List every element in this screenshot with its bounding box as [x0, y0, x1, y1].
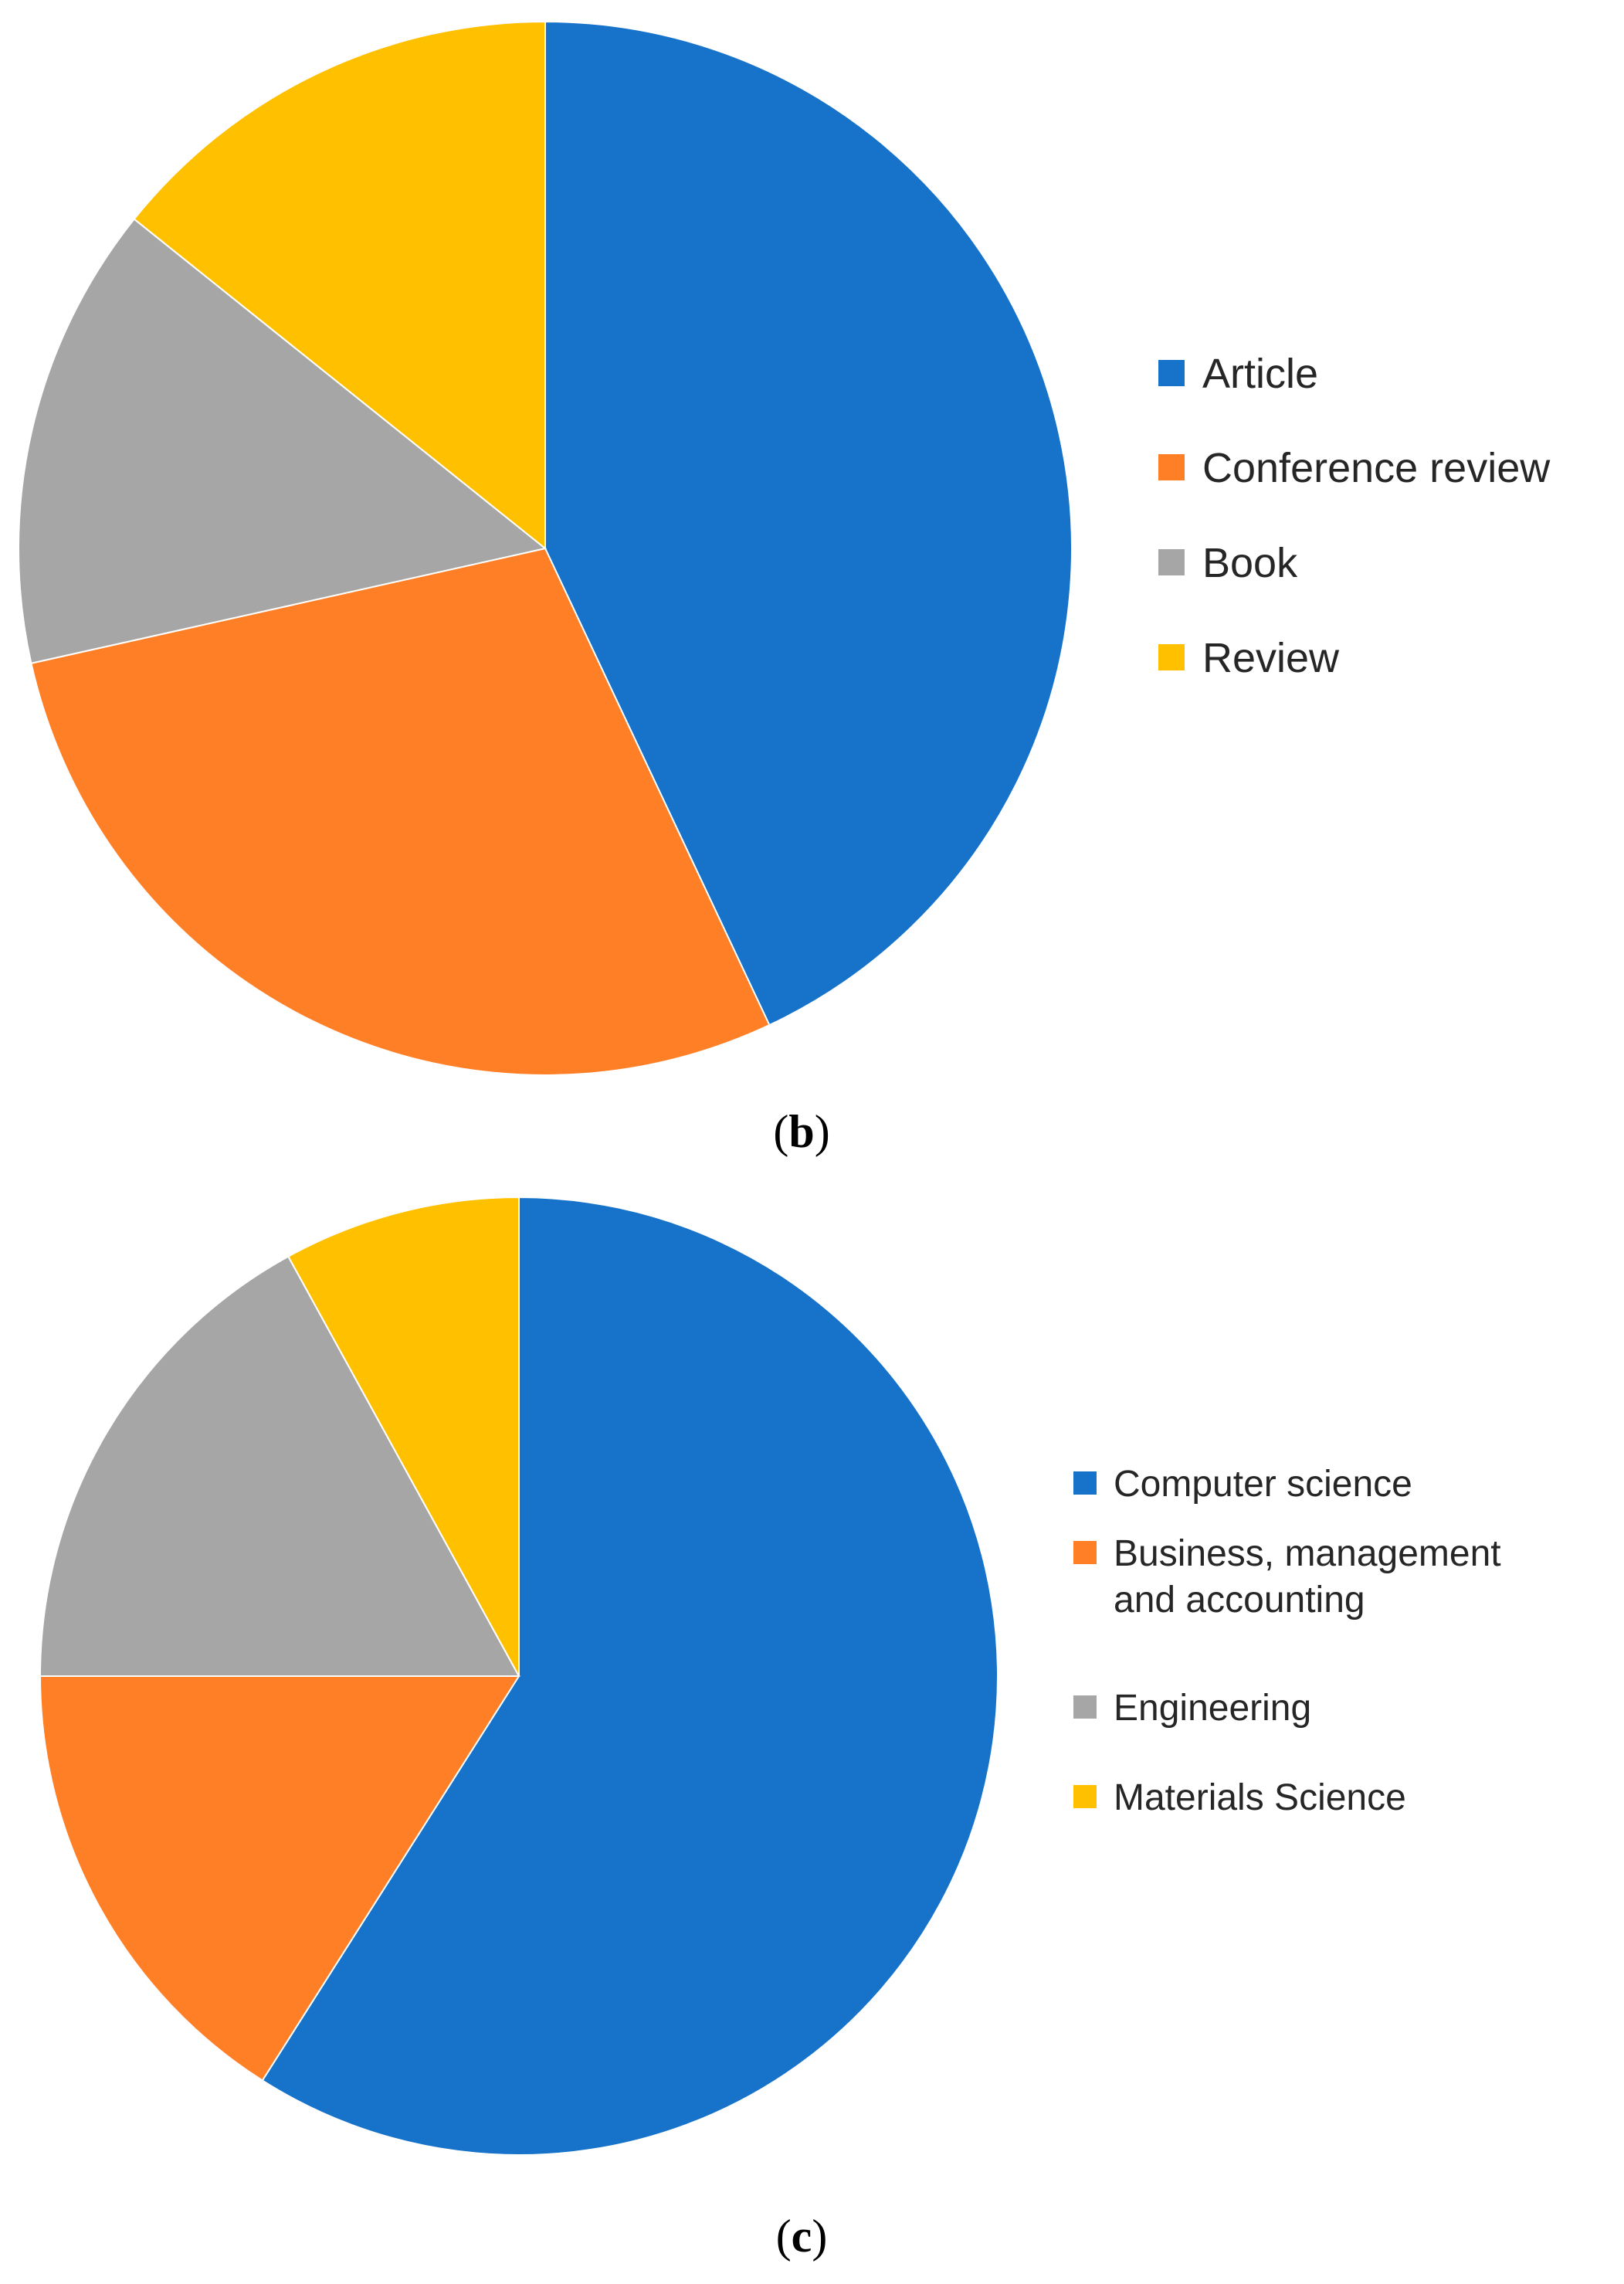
legend-swatch-review — [1158, 644, 1185, 670]
legend-swatch-materials-science — [1073, 1785, 1097, 1808]
panel-label-b: (b) — [773, 1106, 829, 1157]
pie-b-legend: Article Conference review Book Review — [1158, 351, 1551, 681]
legend-swatch-conference-review — [1158, 454, 1185, 480]
pie-slice-materials-science — [286, 1196, 520, 1677]
pie-c-slices — [39, 1196, 999, 2156]
pie-chart-c: Computer science Business, management and … — [39, 1196, 1501, 2262]
legend-swatch-engineering — [1073, 1695, 1097, 1719]
legend-label-conference-review: Conference review — [1202, 445, 1551, 491]
legend-swatch-business-management-and-accounting — [1073, 1541, 1097, 1564]
legend-label-article: Article — [1202, 351, 1318, 397]
legend-label-computer-science: Computer science — [1114, 1464, 1412, 1505]
pie-slice-review — [133, 20, 546, 551]
legend-label-materials-science: Materials Science — [1114, 1777, 1406, 1818]
panel-label-c: (c) — [776, 2211, 828, 2262]
panel-label-c-letter: c — [792, 2211, 812, 2262]
legend-label-business-management-and-accounting: Business, management and accounting — [1114, 1533, 1501, 1621]
pie-slice-computer-science — [261, 1196, 999, 2156]
pie-chart-b: Article Conference review Book Review (b) — [18, 20, 1551, 1157]
pie-b-slices — [18, 20, 1073, 1076]
legend-swatch-book — [1158, 549, 1185, 575]
panel-label-b-letter: b — [788, 1106, 814, 1157]
legend-label-review: Review — [1202, 635, 1340, 681]
pie-slice-business-management-and-accounting — [39, 1675, 520, 2082]
pie-slice-article — [544, 20, 1073, 1027]
legend-label-book: Book — [1202, 540, 1298, 586]
legend-swatch-computer-science — [1073, 1471, 1097, 1495]
pie-slice-conference-review — [30, 547, 771, 1076]
legend-label-engineering: Engineering — [1114, 1688, 1311, 1729]
pie-c-legend: Computer science Business, management and … — [1073, 1464, 1501, 1818]
pie-slice-book — [18, 218, 548, 664]
pie-slice-engineering — [39, 1255, 520, 1677]
legend-swatch-article — [1158, 360, 1185, 386]
